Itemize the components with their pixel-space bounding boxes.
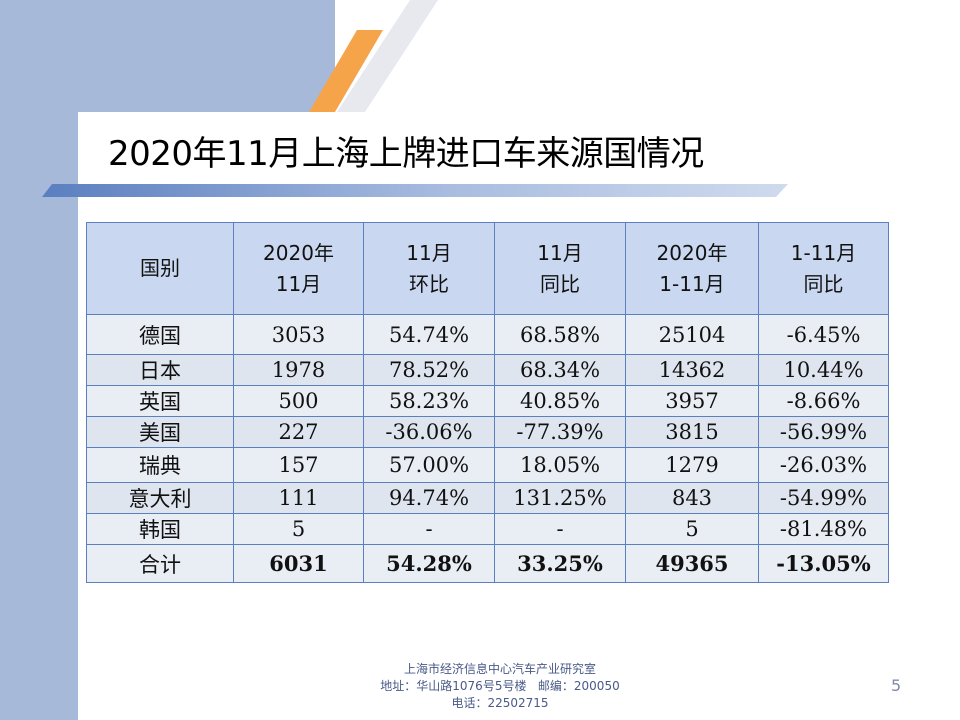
cell-ytd-volume: 3815 <box>625 416 759 448</box>
total-nov-volume: 6031 <box>233 544 364 583</box>
cell-nov-yoy: 68.34% <box>494 354 626 386</box>
cell-ytd-volume: 5 <box>625 513 759 545</box>
cell-nov-volume: 3053 <box>233 314 364 355</box>
title-panel <box>78 112 778 186</box>
cell-ytd-volume: 14362 <box>625 354 759 386</box>
total-ytd-volume: 49365 <box>625 544 759 583</box>
cell-country: 英国 <box>86 385 234 417</box>
cell-nov-mom: 57.00% <box>363 447 495 483</box>
cell-nov-mom: -36.06% <box>363 416 495 448</box>
cell-ytd-yoy: -54.99% <box>758 482 889 514</box>
footer-address: 地址：华山路1076号5号楼 邮编：200050 <box>380 679 620 693</box>
table-row: 意大利 111 94.74% 131.25% 843 -54.99% <box>86 482 889 514</box>
table-row: 日本 1978 78.52% 68.34% 14362 10.44% <box>86 354 889 386</box>
footer-org-name: 上海市经济信息中心汽车产业研究室 <box>403 662 596 676</box>
cell-nov-yoy: - <box>494 513 626 545</box>
header-ytd-yoy: 1-11月 同比 <box>758 222 889 315</box>
cell-ytd-yoy: -81.48% <box>758 513 889 545</box>
table-row: 德国 3053 54.74% 68.58% 25104 -6.45% <box>86 314 889 355</box>
cell-nov-mom: - <box>363 513 495 545</box>
cell-country: 美国 <box>86 416 234 448</box>
cell-ytd-yoy: -56.99% <box>758 416 889 448</box>
cell-nov-yoy: 131.25% <box>494 482 626 514</box>
cell-ytd-volume: 3957 <box>625 385 759 417</box>
cell-ytd-volume: 843 <box>625 482 759 514</box>
import-source-table: 国别 2020年 11月 11月 环比 11月 同比 2020年 1-11月 1-11月… <box>86 222 889 583</box>
header-nov-yoy: 11月 同比 <box>494 222 626 315</box>
cell-nov-volume: 227 <box>233 416 364 448</box>
total-nov-mom: 54.28% <box>363 544 495 583</box>
header-nov-mom: 11月 环比 <box>363 222 495 315</box>
page-title: 2020年11月上海上牌进口车来源国情况 <box>108 134 704 174</box>
cell-ytd-yoy: 10.44% <box>758 354 889 386</box>
cell-nov-yoy: 18.05% <box>494 447 626 483</box>
cell-country: 瑞典 <box>86 447 234 483</box>
cell-nov-yoy: 68.58% <box>494 314 626 355</box>
cell-nov-volume: 1978 <box>233 354 364 386</box>
left-decorative-band <box>0 0 78 720</box>
table-total-row: 合计 6031 54.28% 33.25% 49365 -13.05% <box>86 544 889 583</box>
cell-nov-mom: 58.23% <box>363 385 495 417</box>
cell-nov-yoy: -77.39% <box>494 416 626 448</box>
cell-ytd-yoy: -8.66% <box>758 385 889 417</box>
cell-nov-mom: 94.74% <box>363 482 495 514</box>
cell-nov-volume: 500 <box>233 385 364 417</box>
cell-ytd-yoy: -26.03% <box>758 447 889 483</box>
table-header-row: 国别 2020年 11月 11月 环比 11月 同比 2020年 1-11月 1-11月… <box>86 222 889 315</box>
cell-country: 日本 <box>86 354 234 386</box>
total-label: 合计 <box>86 544 234 583</box>
table-row: 英国 500 58.23% 40.85% 3957 -8.66% <box>86 385 889 417</box>
table-row: 韩国 5 - - 5 -81.48% <box>86 513 889 545</box>
cell-nov-mom: 54.74% <box>363 314 495 355</box>
title-underline-bar <box>42 184 788 197</box>
cell-ytd-yoy: -6.45% <box>758 314 889 355</box>
diagonal-stripes-decoration <box>309 0 438 112</box>
cell-nov-volume: 111 <box>233 482 364 514</box>
footer-phone: 电话：22502715 <box>451 696 549 710</box>
total-nov-yoy: 33.25% <box>494 544 626 583</box>
page-number: 5 <box>891 676 902 695</box>
cell-ytd-volume: 1279 <box>625 447 759 483</box>
header-country: 国别 <box>86 222 234 315</box>
table-row: 美国 227 -36.06% -77.39% 3815 -56.99% <box>86 416 889 448</box>
cell-country: 韩国 <box>86 513 234 545</box>
cell-nov-yoy: 40.85% <box>494 385 626 417</box>
cell-nov-volume: 157 <box>233 447 364 483</box>
table-row: 瑞典 157 57.00% 18.05% 1279 -26.03% <box>86 447 889 483</box>
header-nov-volume: 2020年 11月 <box>233 222 364 315</box>
cell-nov-mom: 78.52% <box>363 354 495 386</box>
cell-ytd-volume: 25104 <box>625 314 759 355</box>
cell-nov-volume: 5 <box>233 513 364 545</box>
cell-country: 德国 <box>86 314 234 355</box>
cell-country: 意大利 <box>86 482 234 514</box>
top-decorative-band <box>0 0 335 112</box>
footer-contact-info: 上海市经济信息中心汽车产业研究室 地址：华山路1076号5号楼 邮编：20005… <box>0 661 960 712</box>
header-ytd-volume: 2020年 1-11月 <box>625 222 759 315</box>
total-ytd-yoy: -13.05% <box>758 544 889 583</box>
